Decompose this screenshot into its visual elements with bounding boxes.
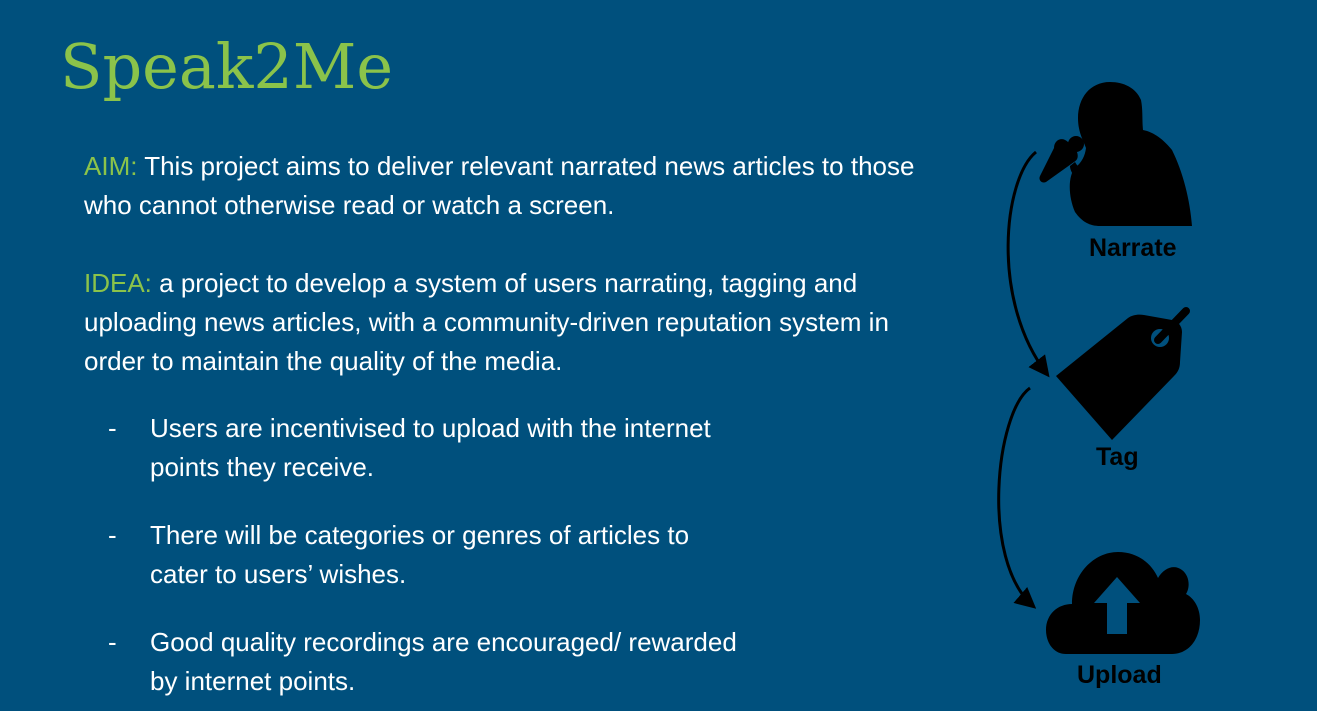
aim-label: AIM: (84, 151, 138, 181)
bullet-text: There will be categories or genres of ar… (150, 520, 690, 589)
idea-label: IDEA: (84, 268, 152, 298)
slide-title: Speak2Me (60, 30, 394, 103)
workflow-diagram (997, 82, 1200, 654)
arrow-narrate-to-tag (1006, 150, 1050, 378)
bullet-text: Good quality recordings are encouraged/ … (150, 627, 737, 696)
step-label-upload: Upload (1077, 661, 1162, 689)
bullet-text: Users are incentivised to upload with th… (150, 413, 711, 482)
arrow-tag-to-upload (997, 386, 1037, 609)
aim-paragraph: AIM: This project aims to deliver releva… (84, 147, 934, 225)
idea-paragraph: IDEA: a project to develop a system of u… (84, 264, 934, 381)
aim-text: This project aims to deliver relevant na… (84, 151, 915, 220)
step-label-narrate: Narrate (1089, 234, 1177, 262)
bullet-dash: - (108, 520, 117, 550)
bullet-dash: - (108, 627, 117, 657)
step-label-tag: Tag (1096, 443, 1139, 471)
tag-icon (1056, 307, 1190, 440)
bullet-dash: - (108, 413, 117, 443)
cloud-upload-icon (1046, 552, 1200, 654)
narrator-microphone-icon (1039, 82, 1192, 226)
idea-text: a project to develop a system of users n… (84, 268, 889, 376)
